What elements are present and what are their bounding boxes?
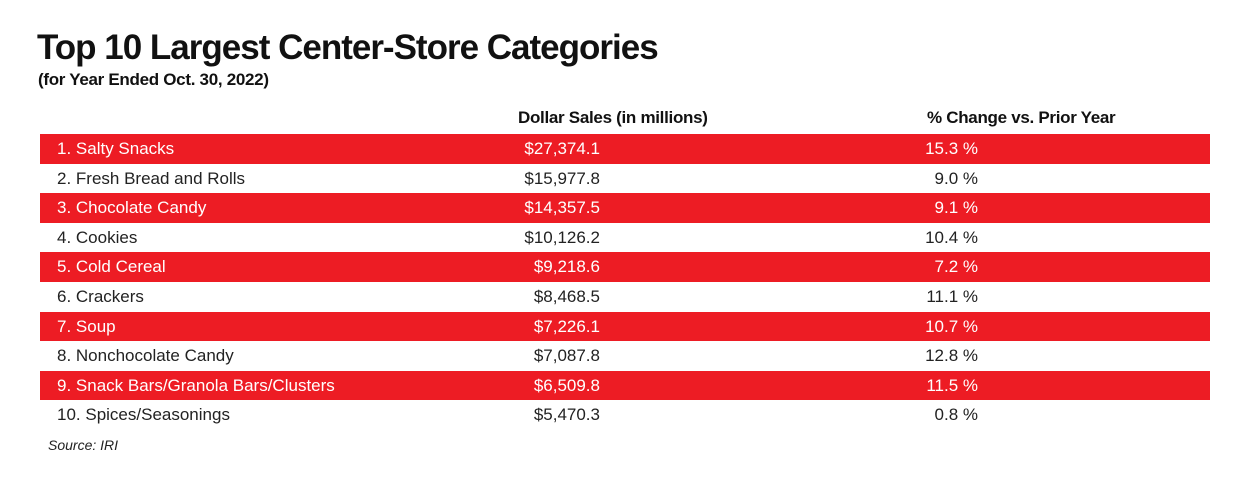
sales-cell: $10,126.2 <box>524 227 600 247</box>
table-body: 1. Salty Snacks $27,374.1 15.3 % 2. Fresh B… <box>40 134 1210 430</box>
column-header-sales: Dollar Sales (in millions) <box>518 108 708 127</box>
change-cell: 10.7 % <box>925 316 978 336</box>
category-cell: 9. Snack Bars/Granola Bars/Clusters <box>57 375 335 395</box>
source-note: Source: IRI <box>48 437 119 453</box>
sales-cell: $27,374.1 <box>524 139 600 158</box>
column-header-change: % Change vs. Prior Year <box>927 108 1116 127</box>
category-cell: 5. Cold Cereal <box>57 257 166 277</box>
table-row: 1. Salty Snacks $27,374.1 15.3 % <box>40 134 1210 164</box>
change-cell: 12.8 % <box>925 346 978 366</box>
sales-cell: $7,226.1 <box>533 316 600 336</box>
table-row: 3. Chocolate Candy $14,357.5 9.1 % <box>40 193 1210 223</box>
table-row: 5. Cold Cereal $9,218.6 7.2 % <box>40 252 1210 282</box>
category-cell: 8. Nonchocolate Candy <box>57 346 234 366</box>
chart-title: Top 10 Largest Center-Store Categories <box>37 28 659 67</box>
sales-cell: $9,218.6 <box>533 257 600 277</box>
change-cell: 9.1 % <box>934 198 978 218</box>
table-row: 8. Nonchocolate Candy $7,087.8 12.8 % <box>40 341 1210 371</box>
table-row: 4. Cookies $10,126.2 10.4 % <box>40 223 1210 253</box>
change-cell: 11.1 % <box>926 286 978 306</box>
table-row: 9. Snack Bars/Granola Bars/Clusters $6,50… <box>40 370 1210 401</box>
category-cell: 6. Crackers <box>57 286 144 306</box>
change-cell: 9.0 % <box>934 168 978 188</box>
category-cell: 10. Spices/Seasonings <box>57 405 230 425</box>
chart-subtitle: (for Year Ended Oct. 30, 2022) <box>38 70 269 89</box>
category-cell: 7. Soup <box>57 316 116 336</box>
sales-cell: $7,087.8 <box>533 346 600 366</box>
change-cell: 0.8 % <box>934 405 978 425</box>
change-cell: 11.5 % <box>926 375 978 395</box>
category-cell: 2. Fresh Bread and Rolls <box>57 168 246 188</box>
category-cell: 1. Salty Snacks <box>57 139 175 158</box>
change-cell: 10.4 % <box>925 227 978 247</box>
sales-cell: $14,357.5 <box>524 198 600 218</box>
sales-cell: $8,468.5 <box>533 286 600 306</box>
category-cell: 4. Cookies <box>57 227 138 247</box>
sales-cell: $15,977.8 <box>524 168 600 188</box>
change-cell: 15.3 % <box>925 139 978 158</box>
sales-cell: $6,509.8 <box>533 375 600 395</box>
sales-cell: $5,470.3 <box>533 405 600 425</box>
table-row: 6. Crackers $8,468.5 11.1 % <box>40 282 1210 312</box>
table-row: 2. Fresh Bread and Rolls $15,977.8 9.0 % <box>40 164 1210 194</box>
category-cell: 3. Chocolate Candy <box>57 198 207 218</box>
table-row: 7. Soup $7,226.1 10.7 % <box>40 311 1210 342</box>
table-row: 10. Spices/Seasonings $5,470.3 0.8 % <box>40 400 1210 430</box>
change-cell: 7.2 % <box>934 257 978 277</box>
